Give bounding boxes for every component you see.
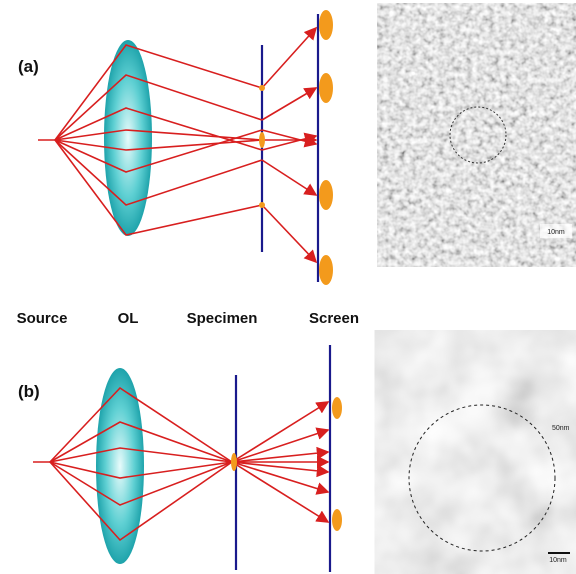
rays <box>38 28 316 262</box>
scale-label: 10nm <box>547 229 565 236</box>
panel-b: (b) 50nm 10nm <box>18 345 576 572</box>
panel-label: (a) <box>18 57 39 76</box>
annotation: 50nm <box>552 425 570 432</box>
page: {"panels":[{"label":"(a)","scale_label":… <box>0 0 576 574</box>
label: Source <box>17 310 68 327</box>
label: OL <box>118 310 139 327</box>
label: Screen <box>309 310 359 327</box>
micrograph <box>395 25 575 245</box>
rays <box>33 388 328 540</box>
label: Specimen <box>187 310 258 327</box>
panel-a: (a) 10nm <box>18 10 575 285</box>
diagram: (a) 10nm Source OL Specimen Screen (b) 5… <box>0 0 576 574</box>
panel-label: (b) <box>18 382 40 401</box>
lens <box>96 368 144 564</box>
lens <box>104 40 152 236</box>
scale-label: 10nm <box>549 557 567 564</box>
labels: Source OL Specimen Screen <box>17 310 359 327</box>
micrograph <box>393 352 576 572</box>
